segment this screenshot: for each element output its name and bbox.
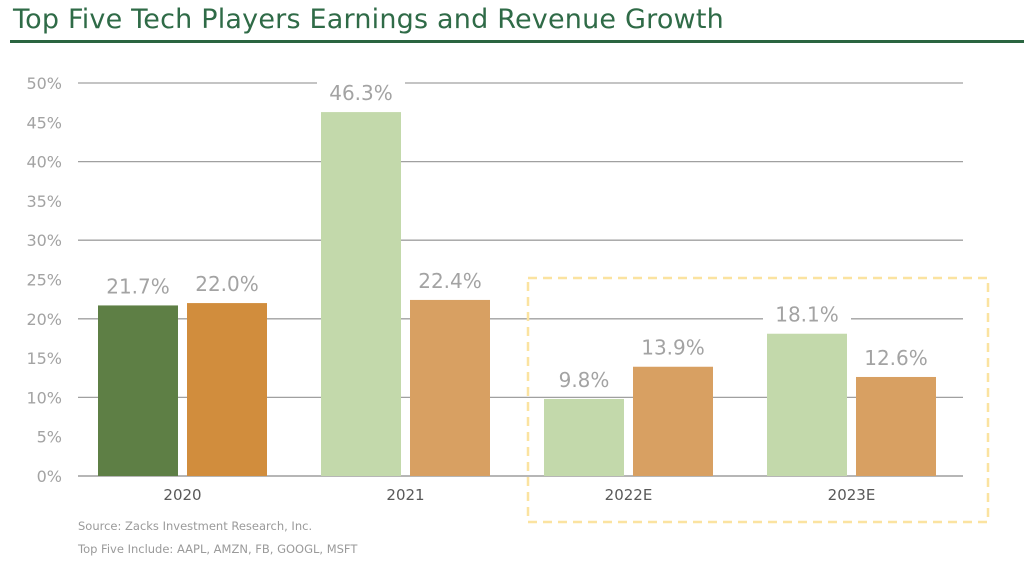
data-label-bg [540, 364, 628, 393]
y-axis-ticks: 0% 5% 10% 15% 20% 25% 30% 35% 40% 45% 50% [26, 74, 62, 486]
y-tick-label: 5% [37, 428, 62, 447]
x-tick-label: 2022E [605, 486, 653, 504]
y-tick-label: 20% [26, 310, 62, 329]
data-label-bg [763, 299, 851, 328]
x-tick-label: 2023E [828, 486, 876, 504]
data-label-bg [94, 271, 182, 300]
y-tick-label: 50% [26, 74, 62, 93]
y-tick-label: 35% [26, 192, 62, 211]
y-tick-label: 10% [26, 388, 62, 407]
data-label: 22.0% [195, 272, 259, 296]
y-tick-label: 45% [26, 113, 62, 132]
data-label: 22.4% [418, 269, 482, 293]
bar [767, 333, 847, 476]
data-label-bg [852, 342, 940, 371]
constituents-note: Top Five Include: AAPL, AMZN, FB, GOOGL,… [78, 542, 358, 556]
bar [98, 305, 178, 476]
bar [187, 303, 267, 476]
data-label-bg [629, 332, 717, 361]
bars: 21.7% 22.0% 46.3% 22.4% 9.8% 13.9% 18.1% 12.6% [94, 78, 940, 476]
data-label-bg [406, 265, 494, 294]
bar [633, 366, 713, 476]
y-tick-label: 15% [26, 349, 62, 368]
data-label: 21.7% [106, 274, 170, 298]
bar [410, 299, 490, 476]
source-note: Source: Zacks Investment Research, Inc. [78, 519, 313, 533]
bar [856, 376, 936, 476]
title-underline [10, 40, 1024, 43]
data-label: 12.6% [864, 346, 928, 370]
bar [321, 112, 401, 476]
data-label-bg [317, 78, 405, 107]
data-label: 46.3% [329, 81, 393, 105]
estimates-highlight-box [526, 276, 990, 524]
x-tick-label: 2021 [386, 486, 424, 504]
chart-title: Top Five Tech Players Earnings and Reven… [13, 4, 724, 35]
data-label-bg [183, 269, 271, 298]
y-tick-label: 25% [26, 271, 62, 290]
data-label: 9.8% [559, 368, 610, 392]
y-tick-label: 40% [26, 153, 62, 172]
data-label: 18.1% [775, 303, 839, 327]
y-tick-label: 0% [37, 467, 62, 486]
x-axis-ticks: 2020 2021 2022E 2023E [163, 486, 875, 504]
y-tick-label: 30% [26, 231, 62, 250]
data-label: 13.9% [641, 336, 705, 360]
x-tick-label: 2020 [163, 486, 201, 504]
bar [544, 398, 624, 476]
